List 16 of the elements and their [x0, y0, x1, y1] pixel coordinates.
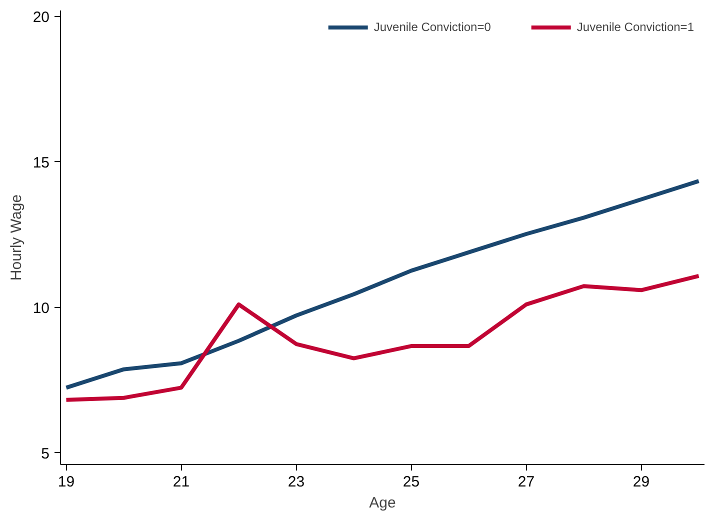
legend-label: Juvenile Conviction=0: [374, 20, 491, 34]
y-axis-title: Hourly Wage: [8, 194, 25, 281]
legend-label: Juvenile Conviction=1: [576, 20, 694, 34]
x-tick-label: 21: [172, 474, 190, 490]
y-tick-label: 5: [41, 445, 50, 462]
x-tick-label: 23: [288, 474, 305, 490]
y-tick-label: 10: [32, 300, 50, 317]
x-tick-label: 25: [402, 474, 420, 490]
x-axis-title: Age: [369, 494, 396, 512]
x-tick-label: 19: [58, 474, 75, 490]
x-tick-label: 27: [518, 474, 535, 490]
y-tick-label: 20: [32, 8, 50, 26]
line-series: [64, 274, 701, 402]
line-series: [64, 179, 701, 390]
x-tick-label: 29: [632, 474, 650, 490]
y-tick-label: 15: [32, 154, 50, 172]
